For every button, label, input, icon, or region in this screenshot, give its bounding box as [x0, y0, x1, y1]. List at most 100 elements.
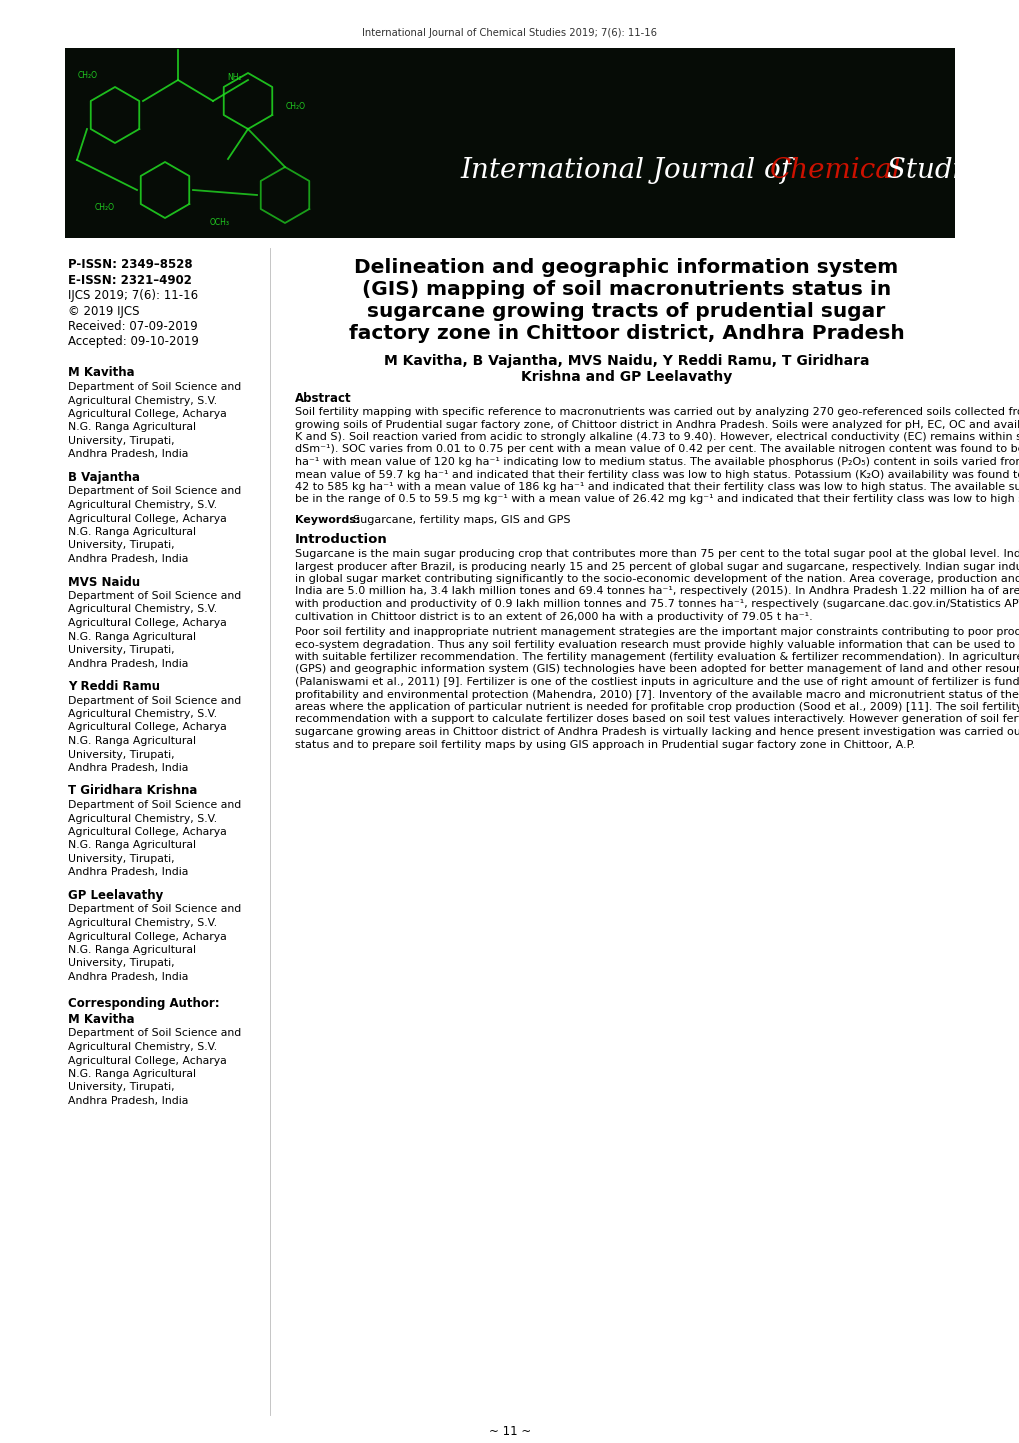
Text: B Vajantha: B Vajantha: [68, 470, 140, 483]
Text: profitability and environmental protection (Mahendra, 2010) [7]. Inventory of th: profitability and environmental protecti…: [294, 690, 1019, 700]
Text: Agricultural Chemistry, S.V.: Agricultural Chemistry, S.V.: [68, 605, 217, 615]
Text: N.G. Ranga Agricultural: N.G. Ranga Agricultural: [68, 1069, 196, 1079]
Text: Krishna and GP Leelavathy: Krishna and GP Leelavathy: [521, 369, 732, 384]
Text: CH₂O: CH₂O: [95, 203, 115, 212]
Text: in global sugar market contributing significantly to the socio-economic developm: in global sugar market contributing sign…: [294, 574, 1019, 584]
Text: International Journal of Chemical Studies 2019; 7(6): 11-16: International Journal of Chemical Studie…: [362, 27, 657, 38]
Text: mean value of 59.7 kg ha⁻¹ and indicated that their fertility class was low to h: mean value of 59.7 kg ha⁻¹ and indicated…: [294, 469, 1019, 479]
Text: Agricultural Chemistry, S.V.: Agricultural Chemistry, S.V.: [68, 918, 217, 928]
Text: N.G. Ranga Agricultural: N.G. Ranga Agricultural: [68, 736, 196, 746]
Text: Department of Soil Science and: Department of Soil Science and: [68, 592, 242, 600]
Text: Department of Soil Science and: Department of Soil Science and: [68, 382, 242, 392]
Text: University, Tirupati,: University, Tirupati,: [68, 436, 174, 446]
Text: Department of Soil Science and: Department of Soil Science and: [68, 486, 242, 496]
Text: Keywords:: Keywords:: [294, 515, 360, 525]
Bar: [65, 48, 954, 238]
Text: Andhra Pradesh, India: Andhra Pradesh, India: [68, 554, 189, 564]
Text: Sugarcane is the main sugar producing crop that contributes more than 75 per cen: Sugarcane is the main sugar producing cr…: [294, 548, 1019, 558]
Text: Abstract: Abstract: [294, 392, 352, 405]
Text: dSm⁻¹). SOC varies from 0.01 to 0.75 per cent with a mean value of 0.42 per cent: dSm⁻¹). SOC varies from 0.01 to 0.75 per…: [294, 444, 1019, 455]
Text: Department of Soil Science and: Department of Soil Science and: [68, 696, 242, 706]
Text: Agricultural Chemistry, S.V.: Agricultural Chemistry, S.V.: [68, 501, 217, 509]
Text: Agricultural College, Acharya: Agricultural College, Acharya: [68, 827, 226, 837]
Text: M Kavitha: M Kavitha: [68, 1013, 135, 1026]
Text: growing soils of Prudential sugar factory zone, of Chittoor district in Andhra P: growing soils of Prudential sugar factor…: [294, 420, 1019, 430]
Text: N.G. Ranga Agricultural: N.G. Ranga Agricultural: [68, 632, 196, 642]
Text: University, Tirupati,: University, Tirupati,: [68, 1082, 174, 1092]
Text: E-ISSN: 2321–4902: E-ISSN: 2321–4902: [68, 274, 192, 287]
Text: Andhra Pradesh, India: Andhra Pradesh, India: [68, 1097, 189, 1105]
Text: Soil fertility mapping with specific reference to macronutrients was carried out: Soil fertility mapping with specific ref…: [294, 407, 1019, 417]
Text: status and to prepare soil fertility maps by using GIS approach in Prudential su: status and to prepare soil fertility map…: [294, 739, 914, 749]
Text: factory zone in Chittoor district, Andhra Pradesh: factory zone in Chittoor district, Andhr…: [348, 325, 904, 343]
Text: Introduction: Introduction: [294, 532, 387, 545]
Text: N.G. Ranga Agricultural: N.G. Ranga Agricultural: [68, 527, 196, 537]
Text: P-ISSN: 2349–8528: P-ISSN: 2349–8528: [68, 258, 193, 271]
Text: with suitable fertilizer recommendation. The fertility management (fertility eva: with suitable fertilizer recommendation.…: [294, 652, 1019, 662]
Text: ha⁻¹ with mean value of 120 kg ha⁻¹ indicating low to medium status. The availab: ha⁻¹ with mean value of 120 kg ha⁻¹ indi…: [294, 457, 1019, 468]
Text: OCH₃: OCH₃: [210, 218, 229, 227]
Text: ~ 11 ~: ~ 11 ~: [488, 1426, 531, 1439]
Text: Agricultural Chemistry, S.V.: Agricultural Chemistry, S.V.: [68, 814, 217, 824]
Text: M Kavitha: M Kavitha: [68, 367, 135, 380]
Text: University, Tirupati,: University, Tirupati,: [68, 854, 174, 864]
Text: University, Tirupati,: University, Tirupati,: [68, 749, 174, 759]
Text: sugarcane growing tracts of prudential sugar: sugarcane growing tracts of prudential s…: [367, 302, 884, 320]
Text: Agricultural Chemistry, S.V.: Agricultural Chemistry, S.V.: [68, 709, 217, 719]
Text: CH₂O: CH₂O: [77, 71, 98, 79]
Text: University, Tirupati,: University, Tirupati,: [68, 958, 174, 968]
Text: N.G. Ranga Agricultural: N.G. Ranga Agricultural: [68, 945, 196, 955]
Text: Agricultural Chemistry, S.V.: Agricultural Chemistry, S.V.: [68, 395, 217, 405]
Text: Department of Soil Science and: Department of Soil Science and: [68, 799, 242, 810]
Text: India are 5.0 million ha, 3.4 lakh million tones and 69.4 tonnes ha⁻¹, respectiv: India are 5.0 million ha, 3.4 lakh milli…: [294, 586, 1019, 596]
Text: T Giridhara Krishna: T Giridhara Krishna: [68, 785, 198, 798]
Text: Agricultural College, Acharya: Agricultural College, Acharya: [68, 932, 226, 941]
Text: Chemical: Chemical: [769, 156, 901, 183]
Text: areas where the application of particular nutrient is needed for profitable crop: areas where the application of particula…: [294, 701, 1019, 711]
Text: Department of Soil Science and: Department of Soil Science and: [68, 905, 242, 915]
Text: Department of Soil Science and: Department of Soil Science and: [68, 1029, 242, 1039]
Text: IJCS 2019; 7(6): 11-16: IJCS 2019; 7(6): 11-16: [68, 289, 198, 302]
Text: (GPS) and geographic information system (GIS) technologies have been adopted for: (GPS) and geographic information system …: [294, 664, 1019, 674]
Text: cultivation in Chittoor district is to an extent of 26,000 ha with a productivit: cultivation in Chittoor district is to a…: [294, 612, 812, 622]
Text: University, Tirupati,: University, Tirupati,: [68, 645, 174, 655]
Text: K and S). Soil reaction varied from acidic to strongly alkaline (4.73 to 9.40). : K and S). Soil reaction varied from acid…: [294, 431, 1019, 442]
Text: Sugarcane, fertility maps, GIS and GPS: Sugarcane, fertility maps, GIS and GPS: [353, 515, 570, 525]
Text: M Kavitha, B Vajantha, MVS Naidu, Y Reddi Ramu, T Giridhara: M Kavitha, B Vajantha, MVS Naidu, Y Redd…: [383, 354, 868, 368]
Text: sugarcane growing areas in Chittoor district of Andhra Pradesh is virtually lack: sugarcane growing areas in Chittoor dist…: [294, 727, 1019, 737]
Text: be in the range of 0.5 to 59.5 mg kg⁻¹ with a mean value of 26.42 mg kg⁻¹ and in: be in the range of 0.5 to 59.5 mg kg⁻¹ w…: [294, 495, 1019, 505]
Text: Andhra Pradesh, India: Andhra Pradesh, India: [68, 763, 189, 773]
Text: Delineation and geographic information system: Delineation and geographic information s…: [354, 258, 898, 277]
Text: GP Leelavathy: GP Leelavathy: [68, 889, 163, 902]
Text: CH₂O: CH₂O: [285, 102, 306, 111]
Text: (GIS) mapping of soil macronutrients status in: (GIS) mapping of soil macronutrients sta…: [362, 280, 891, 299]
Text: N.G. Ranga Agricultural: N.G. Ranga Agricultural: [68, 840, 196, 850]
Text: Andhra Pradesh, India: Andhra Pradesh, India: [68, 658, 189, 668]
Text: N.G. Ranga Agricultural: N.G. Ranga Agricultural: [68, 423, 196, 433]
Text: International Journal of: International Journal of: [460, 156, 799, 183]
Text: Agricultural College, Acharya: Agricultural College, Acharya: [68, 723, 226, 733]
Text: Studies: Studies: [877, 156, 991, 183]
Text: NH₂: NH₂: [227, 74, 243, 82]
Text: with production and productivity of 0.9 lakh million tonnes and 75.7 tonnes ha⁻¹: with production and productivity of 0.9 …: [294, 599, 1019, 609]
Text: 42 to 585 kg ha⁻¹ with a mean value of 186 kg ha⁻¹ and indicated that their fert: 42 to 585 kg ha⁻¹ with a mean value of 1…: [294, 482, 1019, 492]
Text: eco-system degradation. Thus any soil fertility evaluation research must provide: eco-system degradation. Thus any soil fe…: [294, 639, 1019, 649]
Text: Accepted: 09-10-2019: Accepted: 09-10-2019: [68, 336, 199, 349]
Text: Y Reddi Ramu: Y Reddi Ramu: [68, 680, 160, 693]
Text: MVS Naidu: MVS Naidu: [68, 576, 140, 589]
Text: (Palaniswami et al., 2011) [9]. Fertilizer is one of the costliest inputs in agr: (Palaniswami et al., 2011) [9]. Fertiliz…: [294, 677, 1019, 687]
Text: Andhra Pradesh, India: Andhra Pradesh, India: [68, 450, 189, 459]
Text: Poor soil fertility and inappropriate nutrient management strategies are the imp: Poor soil fertility and inappropriate nu…: [294, 628, 1019, 636]
Text: Andhra Pradesh, India: Andhra Pradesh, India: [68, 867, 189, 877]
Text: University, Tirupati,: University, Tirupati,: [68, 541, 174, 550]
Text: recommendation with a support to calculate fertilizer doses based on soil test v: recommendation with a support to calcula…: [294, 714, 1019, 724]
Text: Agricultural College, Acharya: Agricultural College, Acharya: [68, 408, 226, 418]
Text: Agricultural College, Acharya: Agricultural College, Acharya: [68, 1055, 226, 1065]
Text: Agricultural Chemistry, S.V.: Agricultural Chemistry, S.V.: [68, 1042, 217, 1052]
Text: Agricultural College, Acharya: Agricultural College, Acharya: [68, 514, 226, 524]
Text: © 2019 IJCS: © 2019 IJCS: [68, 304, 140, 317]
Text: largest producer after Brazil, is producing nearly 15 and 25 percent of global s: largest producer after Brazil, is produc…: [294, 561, 1019, 571]
Text: Agricultural College, Acharya: Agricultural College, Acharya: [68, 618, 226, 628]
Text: Corresponding Author:: Corresponding Author:: [68, 997, 219, 1010]
Text: Received: 07-09-2019: Received: 07-09-2019: [68, 320, 198, 333]
